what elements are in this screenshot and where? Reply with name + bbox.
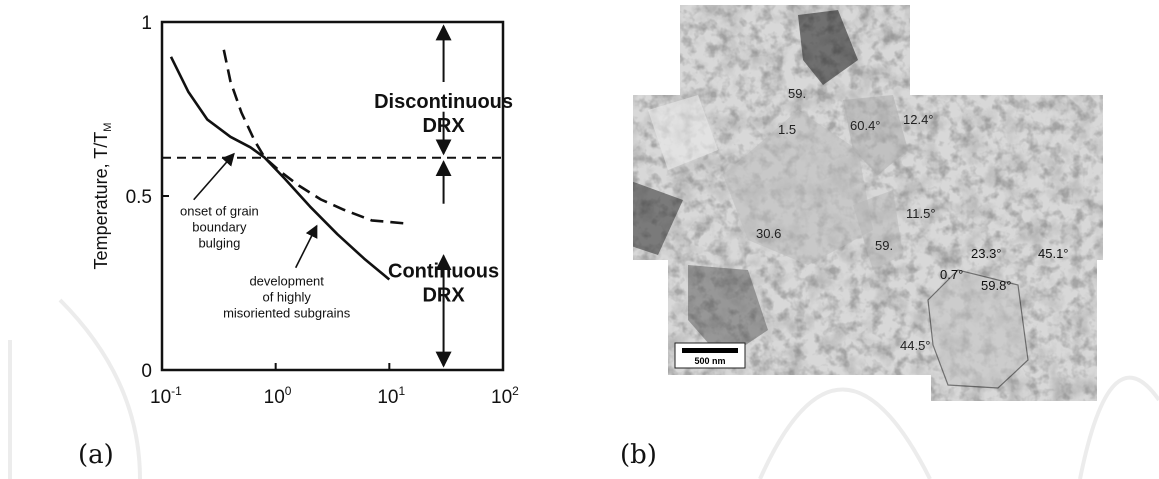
- angle-label: 0.7°: [940, 267, 963, 282]
- annotation-text: bulging: [198, 236, 240, 251]
- angle-label: 59.: [875, 238, 893, 253]
- angle-label: 44.5°: [900, 338, 931, 353]
- region-label: DRX: [422, 115, 465, 137]
- angle-label: 59.: [788, 86, 806, 101]
- panel-label-a: (a): [78, 440, 114, 470]
- region-label: Continuous: [388, 261, 499, 283]
- dashed-curve: [222, 49, 410, 226]
- annotation-text: development: [249, 274, 324, 289]
- angle-label: 59.8°: [981, 278, 1012, 293]
- annotation-arrow: [193, 152, 235, 201]
- solid-curve: [169, 56, 391, 281]
- scale-bar: [682, 348, 738, 353]
- angle-label: 11.5°: [906, 206, 936, 221]
- region-label: DRX: [422, 285, 465, 307]
- annotation-text: onset of grain: [180, 204, 259, 219]
- annotation-text: boundary: [192, 220, 247, 235]
- y-tick-label: 0: [141, 361, 152, 382]
- x-tick-label: 101: [377, 384, 405, 408]
- y-tick-label: 0.5: [126, 187, 152, 208]
- x-tick-label: 10-1: [150, 384, 182, 408]
- annotation-arrow: [294, 224, 318, 269]
- angle-label: 60.4°: [850, 118, 881, 133]
- panel-label-b: (b): [620, 440, 657, 470]
- angle-label: 45.1°: [1038, 246, 1069, 261]
- annotation-text: of highly: [262, 290, 311, 305]
- angle-label: 23.3°: [971, 246, 1002, 261]
- angle-label: 12.4°: [903, 112, 934, 127]
- y-tick-label: 1: [141, 13, 152, 34]
- x-axis-label: Strain: [309, 419, 356, 420]
- x-tick-label: 100: [264, 384, 292, 408]
- annotation-text: misoriented subgrains: [223, 306, 351, 321]
- scale-bar-label: 500 nm: [694, 356, 725, 366]
- y-axis-label: Temperature, T/TM: [91, 123, 114, 270]
- angle-label: 30.6: [756, 226, 781, 241]
- x-tick-label: 102: [491, 384, 519, 408]
- temperature-strain-chart: 10-1 100 101 102 0 0.5 1 Strain Temperature, T/T…: [91, 13, 519, 420]
- tem-micrograph: 500 nm 59. 1.5 60.4° 12.4° 11.5° 30.6 59…: [633, 5, 1103, 401]
- scale-bar-box: [674, 342, 746, 369]
- region-label: Discontinuous: [374, 91, 513, 113]
- angle-label: 1.5: [778, 122, 796, 137]
